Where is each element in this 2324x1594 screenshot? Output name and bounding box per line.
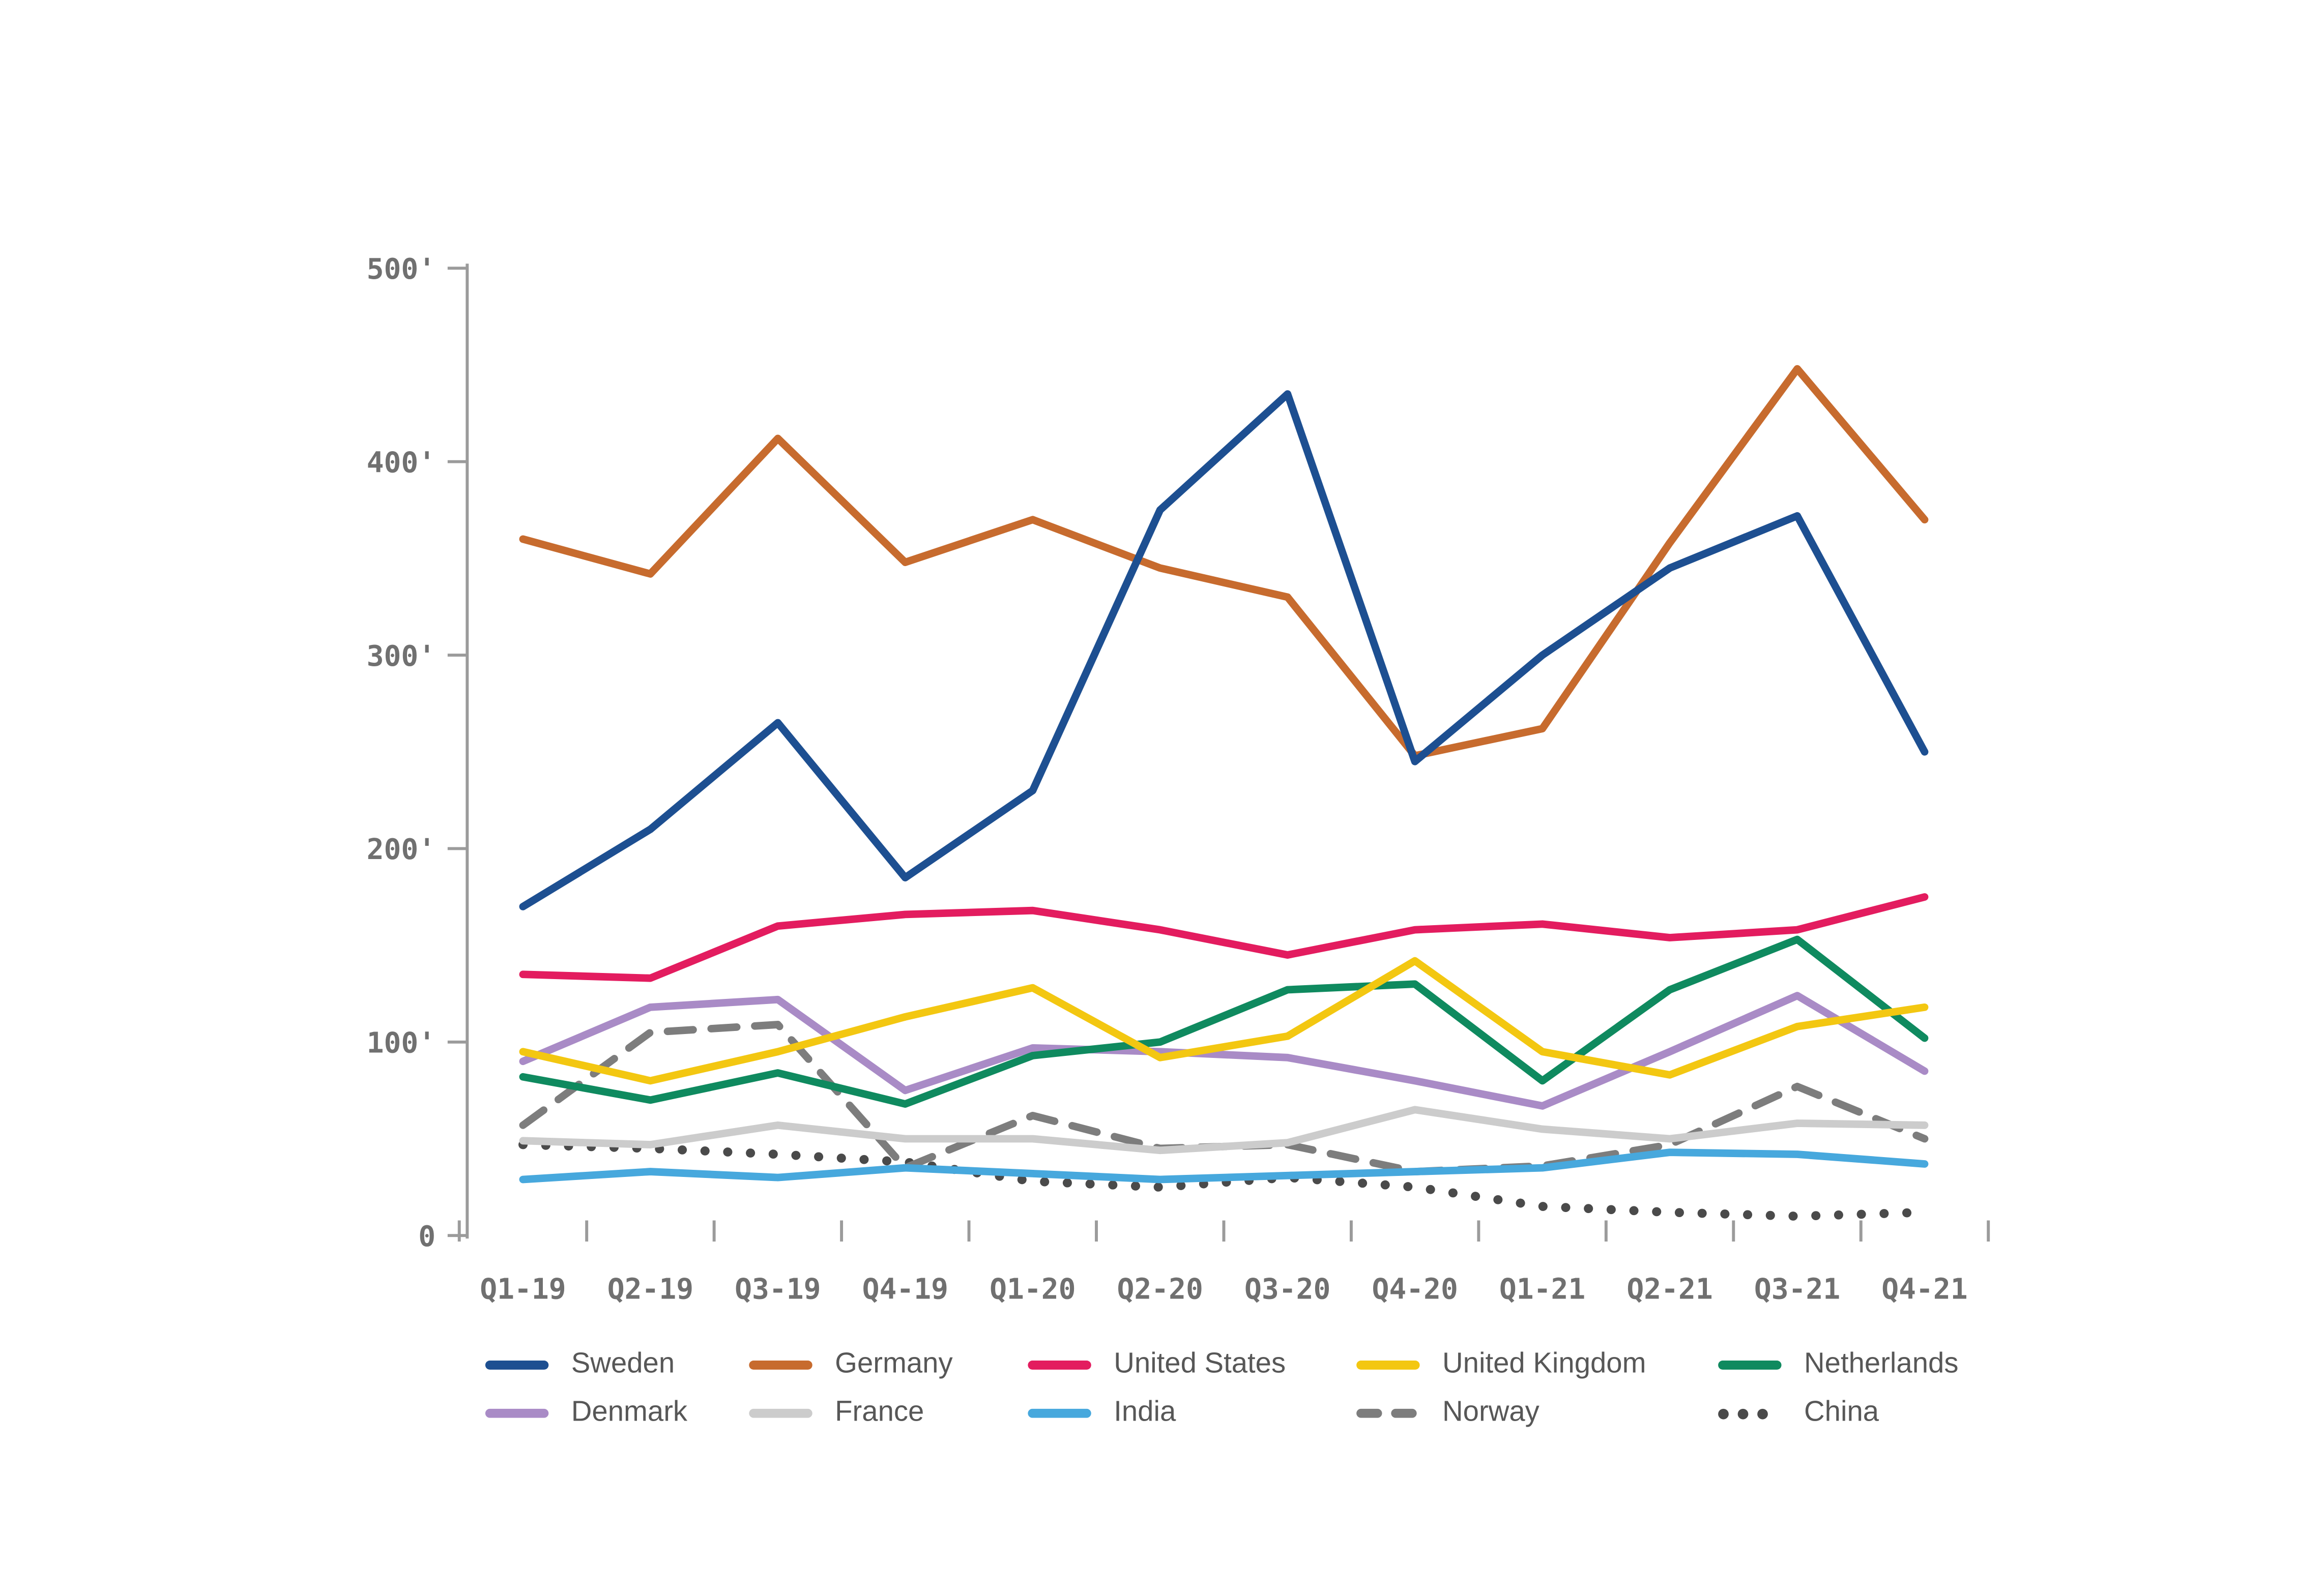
series-line-china[interactable] bbox=[518, 1140, 1929, 1221]
x-tick-label: Q2-19 bbox=[607, 1273, 693, 1306]
legend-swatch-solid-line-icon bbox=[1356, 1361, 1422, 1370]
y-tick-label: 500' bbox=[367, 253, 436, 286]
legend-item-denmark[interactable]: Denmark bbox=[485, 1389, 749, 1437]
series-line-germany[interactable] bbox=[519, 365, 1929, 760]
legend-label: India bbox=[1114, 1397, 1176, 1429]
y-tick-label: 400' bbox=[367, 446, 436, 479]
legend-swatch-solid-line-icon bbox=[1028, 1361, 1094, 1370]
legend-swatch-solid-line-icon bbox=[1028, 1408, 1094, 1418]
series-line-sweden[interactable] bbox=[519, 390, 1929, 910]
x-tick-label: Q4-20 bbox=[1372, 1273, 1458, 1306]
legend-swatch-dotted-line-icon bbox=[1718, 1408, 1784, 1419]
series-line-netherlands[interactable] bbox=[519, 935, 1929, 1108]
legend-label: Netherlands bbox=[1804, 1348, 1959, 1380]
series-line-france[interactable] bbox=[519, 1106, 1929, 1155]
legend-label: France bbox=[835, 1397, 924, 1429]
series-lines bbox=[518, 365, 1929, 1221]
series-line-india[interactable] bbox=[519, 1148, 1929, 1184]
series-line-denmark[interactable] bbox=[519, 992, 1929, 1110]
series-line-united-states[interactable] bbox=[519, 893, 1929, 982]
legend-swatch-solid-line-icon bbox=[485, 1361, 551, 1370]
legend-item-china[interactable]: China bbox=[1718, 1389, 1958, 1437]
legend-item-united-states[interactable]: United States bbox=[1028, 1341, 1356, 1390]
x-tick-label: Q1-19 bbox=[480, 1273, 566, 1306]
x-tick-label: Q2-20 bbox=[1117, 1273, 1203, 1306]
y-tick-label: 300' bbox=[367, 640, 436, 673]
y-tick-label: 100' bbox=[367, 1027, 436, 1060]
legend-label: Denmark bbox=[571, 1397, 688, 1429]
x-tick-label: Q1-21 bbox=[1499, 1273, 1585, 1306]
legend-item-india[interactable]: India bbox=[1028, 1389, 1356, 1437]
legend-label: Sweden bbox=[571, 1348, 675, 1380]
legend-swatch-dashed-line-icon bbox=[1356, 1408, 1422, 1418]
axes: 0 100' 200' 300' 400' 500' Q1-19 Q2-19 Q3-19 Q4-1… bbox=[367, 253, 1990, 1306]
legend-item-france[interactable]: France bbox=[749, 1389, 1028, 1437]
legend-swatch-solid-line-icon bbox=[1718, 1361, 1784, 1370]
x-tick-label: Q2-21 bbox=[1626, 1273, 1712, 1306]
legend-label: United States bbox=[1114, 1348, 1286, 1380]
legend-item-sweden[interactable]: Sweden bbox=[485, 1341, 749, 1390]
y-tick-label: 0 bbox=[418, 1220, 435, 1253]
legend-label: China bbox=[1804, 1397, 1879, 1429]
legend-label: Norway bbox=[1442, 1397, 1539, 1429]
x-tick-label: Q1-20 bbox=[990, 1273, 1076, 1306]
legend-label: United Kingdom bbox=[1442, 1348, 1646, 1380]
legend-item-germany[interactable]: Germany bbox=[749, 1341, 1028, 1390]
x-tick-label: Q3-21 bbox=[1754, 1273, 1840, 1306]
y-tick-label: 200' bbox=[367, 833, 436, 866]
legend-label: Germany bbox=[835, 1348, 953, 1380]
legend-swatch-solid-line-icon bbox=[749, 1361, 815, 1370]
x-tick-label: Q3-19 bbox=[735, 1273, 821, 1306]
legend: Sweden Germany United States United Kingdom… bbox=[485, 1341, 1959, 1438]
x-tick-label: Q4-19 bbox=[862, 1273, 948, 1306]
legend-item-norway[interactable]: Norway bbox=[1356, 1389, 1718, 1437]
x-tick-label: Q3-20 bbox=[1244, 1273, 1330, 1306]
legend-swatch-solid-line-icon bbox=[749, 1408, 815, 1418]
x-tick-label: Q4-21 bbox=[1881, 1273, 1967, 1306]
legend-item-united-kingdom[interactable]: United Kingdom bbox=[1356, 1341, 1718, 1390]
legend-item-netherlands[interactable]: Netherlands bbox=[1718, 1341, 1959, 1390]
legend-swatch-solid-line-icon bbox=[485, 1408, 551, 1418]
series-line-united-kingdom[interactable] bbox=[519, 957, 1929, 1085]
